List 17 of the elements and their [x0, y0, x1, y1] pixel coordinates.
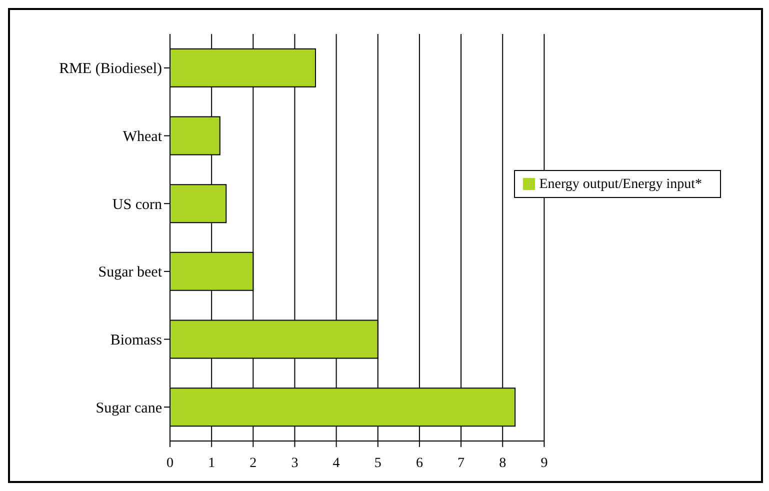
- x-tick-label: 8: [499, 456, 506, 471]
- x-tick-label: 1: [208, 456, 216, 471]
- x-tick-label: 0: [166, 456, 174, 471]
- y-tick-label: Wheat: [122, 129, 163, 146]
- x-tick-label: 6: [416, 456, 423, 471]
- y-tick-label: US corn: [112, 196, 162, 213]
- y-tick-label: Sugar cane: [96, 400, 162, 416]
- x-tick-label: 2: [250, 456, 257, 471]
- y-tick-label: Sugar beet: [98, 264, 163, 281]
- y-tick-label: Biomass: [110, 332, 162, 349]
- legend-label: Energy output/Energy input*: [539, 177, 702, 192]
- x-tick-label: 5: [374, 456, 382, 471]
- y-tick-label: RME (Biodiesel): [59, 61, 162, 78]
- x-tick-label: 4: [332, 456, 340, 471]
- x-tick-label: 7: [458, 456, 465, 471]
- x-tick-label: 9: [540, 456, 548, 471]
- x-tick-label: 3: [291, 456, 298, 471]
